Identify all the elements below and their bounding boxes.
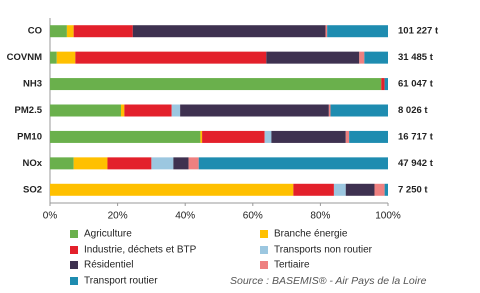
legend-swatch: [70, 261, 78, 269]
bar-segment: [328, 104, 331, 117]
legend-swatch: [70, 230, 78, 238]
bar-segment: [202, 130, 265, 143]
bar-segment: [50, 51, 57, 64]
bar-segment: [271, 130, 346, 143]
bar-segment: [327, 25, 388, 38]
bar-segment: [325, 25, 328, 38]
category-label: NH3: [23, 79, 42, 90]
bar-segment: [200, 130, 203, 143]
legend-swatch: [260, 261, 268, 269]
legend-label: Branche énergie: [274, 229, 348, 240]
total-label: 8 026 t: [398, 105, 428, 116]
bar-segment: [120, 104, 125, 117]
bar-segment: [198, 157, 388, 170]
bar-segment: [50, 25, 67, 38]
x-tick-label: 20%: [108, 211, 128, 222]
legend-swatch: [260, 230, 268, 238]
bar-segment: [384, 183, 388, 196]
bar-segment: [50, 104, 121, 117]
category-label: NOx: [22, 158, 42, 169]
bar-segment: [50, 130, 201, 143]
x-tick-label: 60%: [243, 211, 263, 222]
bar-segment: [56, 51, 76, 64]
category-label: CO: [28, 26, 42, 37]
bar-segment: [293, 183, 334, 196]
bar-segment: [364, 51, 388, 64]
bar-segment: [384, 78, 388, 91]
bar-segment: [151, 157, 174, 170]
bar-segment: [188, 157, 199, 170]
bar-segment: [50, 157, 74, 170]
total-label: 31 485 t: [398, 52, 434, 63]
bar-segment: [374, 183, 385, 196]
bar-segment: [349, 130, 388, 143]
legend-label: Résidentiel: [84, 260, 133, 271]
category-label: PM2.5: [15, 105, 43, 116]
bar-segment: [333, 183, 346, 196]
bar-segment: [50, 183, 294, 196]
category-label: PM10: [17, 131, 42, 142]
category-label: SO2: [23, 184, 42, 195]
bar-segment: [132, 25, 326, 38]
legend-label: Tertiaire: [274, 260, 310, 271]
bar-segment: [75, 51, 267, 64]
bar-segment: [345, 183, 375, 196]
legend-swatch: [70, 246, 78, 254]
bar-segment: [330, 104, 388, 117]
x-tick-label: 0%: [43, 211, 58, 222]
total-label: 7 250 t: [398, 184, 428, 195]
legend-label: Agriculture: [84, 229, 132, 240]
legend-swatch: [70, 277, 78, 285]
bar-segment: [266, 51, 360, 64]
total-label: 47 942 t: [398, 158, 434, 169]
bar-segment: [66, 25, 74, 38]
legend-swatch: [260, 246, 268, 254]
legend-label: Industrie, déchets et BTP: [84, 245, 197, 256]
bar-segment: [124, 104, 172, 117]
total-label: 61 047 t: [398, 79, 434, 90]
bar-segment: [173, 157, 189, 170]
bar-segment: [264, 130, 272, 143]
x-tick-label: 80%: [310, 211, 330, 222]
bar-segment: [180, 104, 329, 117]
total-label: 101 227 t: [398, 26, 439, 37]
bar-segment: [345, 130, 350, 143]
bar-segment: [50, 78, 382, 91]
bar-segment: [381, 78, 385, 91]
source-note: Source : BASEMIS® - Air Pays de la Loire: [230, 275, 427, 287]
bar-segment: [171, 104, 181, 117]
bar-segment: [73, 157, 108, 170]
bar-segment: [107, 157, 152, 170]
legend-label: Transports non routier: [274, 245, 373, 256]
bar-segment: [359, 51, 365, 64]
x-tick-label: 100%: [375, 211, 401, 222]
bar-segment: [73, 25, 133, 38]
category-label: COVNM: [7, 52, 42, 63]
legend-label: Transport routier: [84, 276, 158, 287]
total-label: 16 717 t: [398, 131, 434, 142]
x-tick-label: 40%: [175, 211, 195, 222]
